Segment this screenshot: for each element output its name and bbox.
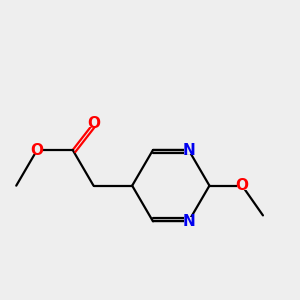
Bar <box>89 119 98 127</box>
Text: O: O <box>31 142 44 158</box>
Bar <box>32 146 42 154</box>
Text: N: N <box>182 142 195 158</box>
Bar <box>184 146 194 154</box>
Text: O: O <box>236 178 249 193</box>
Text: N: N <box>182 214 195 229</box>
Bar <box>237 182 247 190</box>
Bar <box>184 218 194 225</box>
Text: O: O <box>87 116 100 131</box>
